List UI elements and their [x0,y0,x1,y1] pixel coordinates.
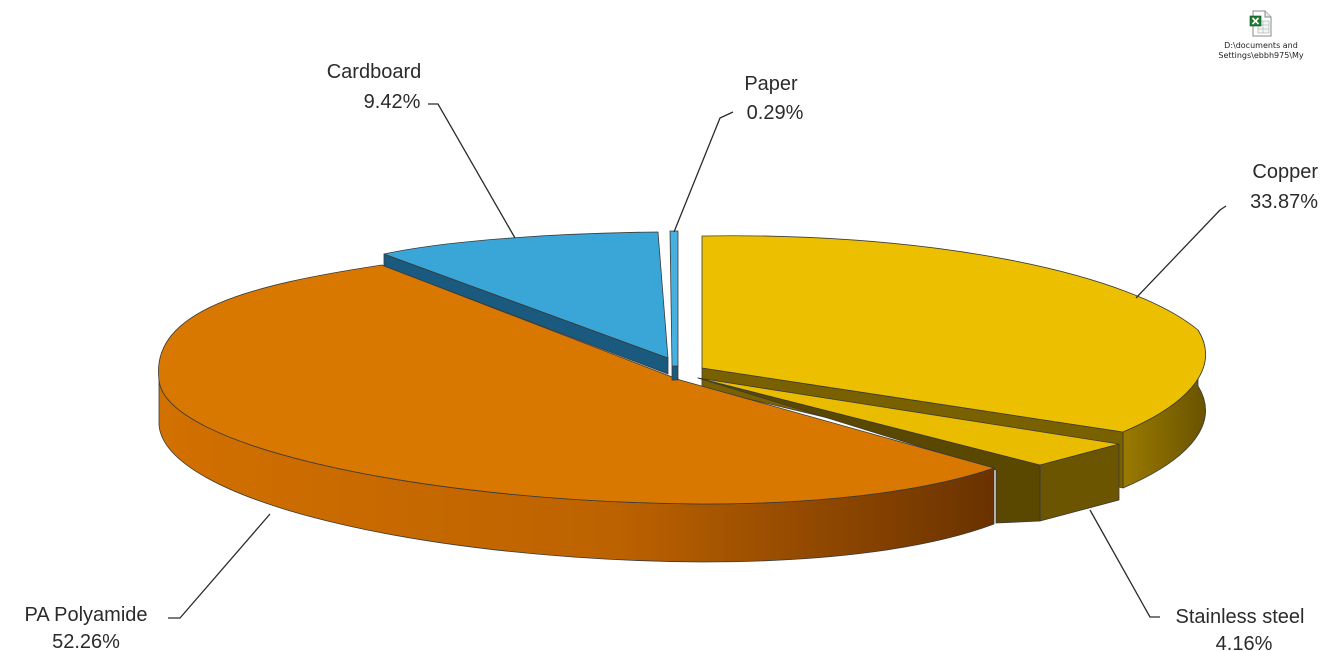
slice-label-cardboard: Cardboard [327,61,422,83]
pie-slice-cardboard-top [383,231,669,359]
slice-label-paper: Paper [744,73,798,95]
pie-slice-stainless-steel-top [697,377,1120,466]
leader-line-pa-polyamide [168,513,271,619]
pie-slice-stainless-steel [697,377,1120,524]
slice-value-stainless-steel: 4.16% [1216,633,1273,651]
pie-slice-copper-top [701,235,1206,433]
file-caption-line-1: D:\documents and [1224,41,1298,50]
pie-slice-paper-side [671,365,679,381]
pie-slice-pa-polyamide [158,264,995,563]
file-caption: D:\documents and Settings\ebbh975\My [1196,41,1322,61]
leader-line-copper [1135,205,1227,299]
slice-value-cardboard: 9.42% [364,91,421,113]
slice-label-pa-polyamide: PA Polyamide [24,604,147,626]
leader-line-cardboard [428,103,516,239]
slice-value-copper: 33.87% [1250,191,1318,213]
pie-slice-paper-top [669,230,679,367]
excel-file-icon [1249,10,1272,37]
pie-slice-cardboard [383,231,669,375]
pie-slice-paper [669,230,679,381]
slice-label-stainless-steel: Stainless steel [1176,606,1305,628]
file-shortcut[interactable]: D:\documents and Settings\ebbh975\My [1196,10,1322,61]
leader-line-paper [673,111,734,233]
leader-line-stainless-steel [1089,509,1160,618]
slice-label-copper: Copper [1252,161,1318,183]
slice-value-paper: 0.29% [747,102,804,124]
slice-value-pa-polyamide: 52.26% [52,631,120,651]
file-caption-line-2: Settings\ebbh975\My [1218,51,1304,60]
pie-slice-pa-polyamide-top [158,264,995,505]
